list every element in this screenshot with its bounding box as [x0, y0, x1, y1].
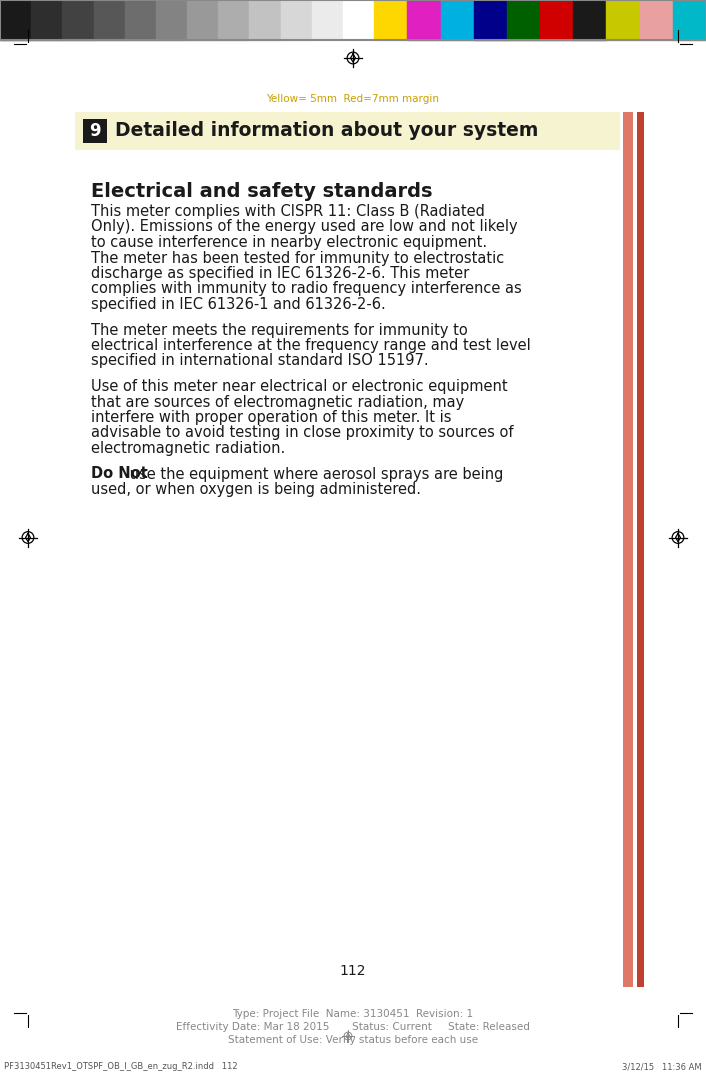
Bar: [606, 0, 640, 40]
Bar: [281, 0, 312, 40]
Bar: [623, 112, 633, 987]
Bar: [673, 0, 706, 40]
Text: electrical interference at the frequency range and test level: electrical interference at the frequency…: [91, 338, 531, 353]
Bar: [187, 0, 218, 40]
Text: The meter has been tested for immunity to electrostatic: The meter has been tested for immunity t…: [91, 250, 504, 266]
Text: PF3130451Rev1_OTSPF_OB_I_GB_en_zug_R2.indd   112: PF3130451Rev1_OTSPF_OB_I_GB_en_zug_R2.in…: [4, 1062, 238, 1071]
Text: used, or when oxygen is being administered.: used, or when oxygen is being administer…: [91, 482, 421, 497]
Bar: [573, 0, 606, 40]
Bar: [75, 151, 620, 987]
Bar: [343, 0, 374, 40]
Text: The meter meets the requirements for immunity to: The meter meets the requirements for imm…: [91, 322, 468, 338]
Bar: [156, 0, 187, 40]
Bar: [507, 0, 540, 40]
Bar: [540, 0, 573, 40]
Text: Effectivity Date: Mar 18 2015       Status: Current     State: Released: Effectivity Date: Mar 18 2015 Status: Cu…: [176, 1022, 530, 1032]
Text: This meter complies with CISPR 11: Class B (Radiated: This meter complies with CISPR 11: Class…: [91, 204, 485, 219]
Bar: [125, 0, 156, 40]
Bar: [31, 0, 62, 40]
Bar: [249, 0, 281, 40]
Bar: [441, 0, 474, 40]
Text: interfere with proper operation of this meter. It is: interfere with proper operation of this …: [91, 410, 452, 425]
Text: 3/12/15   11:36 AM: 3/12/15 11:36 AM: [623, 1062, 702, 1071]
Bar: [218, 0, 249, 40]
Bar: [640, 0, 673, 40]
Bar: [75, 112, 620, 150]
Text: electromagnetic radiation.: electromagnetic radiation.: [91, 441, 285, 456]
Text: Detailed information about your system: Detailed information about your system: [115, 121, 539, 141]
Text: Do Not: Do Not: [91, 467, 148, 482]
Text: that are sources of electromagnetic radiation, may: that are sources of electromagnetic radi…: [91, 395, 465, 410]
Bar: [62, 0, 93, 40]
Text: 112: 112: [340, 964, 366, 978]
Text: Yellow= 5mm  Red=7mm margin: Yellow= 5mm Red=7mm margin: [266, 94, 440, 104]
Text: Only). Emissions of the energy used are low and not likely: Only). Emissions of the energy used are …: [91, 219, 517, 234]
Text: discharge as specified in IEC 61326-2-6. This meter: discharge as specified in IEC 61326-2-6.…: [91, 266, 469, 281]
Text: to cause interference in nearby electronic equipment.: to cause interference in nearby electron…: [91, 235, 487, 250]
Text: Type: Project File  Name: 3130451  Revision: 1: Type: Project File Name: 3130451 Revisio…: [232, 1009, 474, 1019]
Text: 9: 9: [89, 121, 101, 140]
Bar: [374, 0, 407, 40]
Bar: [75, 112, 620, 987]
Bar: [83, 119, 107, 143]
Text: Electrical and safety standards: Electrical and safety standards: [91, 182, 433, 201]
Bar: [0, 0, 31, 40]
Text: Use of this meter near electrical or electronic equipment: Use of this meter near electrical or ele…: [91, 379, 508, 395]
Text: use the equipment where aerosol sprays are being: use the equipment where aerosol sprays a…: [125, 467, 503, 482]
Bar: [637, 112, 644, 987]
Text: specified in international standard ISO 15197.: specified in international standard ISO …: [91, 354, 429, 369]
Text: complies with immunity to radio frequency interference as: complies with immunity to radio frequenc…: [91, 282, 522, 297]
Text: advisable to avoid testing in close proximity to sources of: advisable to avoid testing in close prox…: [91, 426, 513, 441]
Bar: [93, 0, 125, 40]
Bar: [312, 0, 343, 40]
Text: Statement of Use: Verify status before each use: Statement of Use: Verify status before e…: [228, 1035, 478, 1045]
Bar: [0, 0, 706, 40]
Bar: [474, 0, 507, 40]
Text: specified in IEC 61326-1 and 61326-2-6.: specified in IEC 61326-1 and 61326-2-6.: [91, 297, 385, 312]
Bar: [407, 0, 441, 40]
